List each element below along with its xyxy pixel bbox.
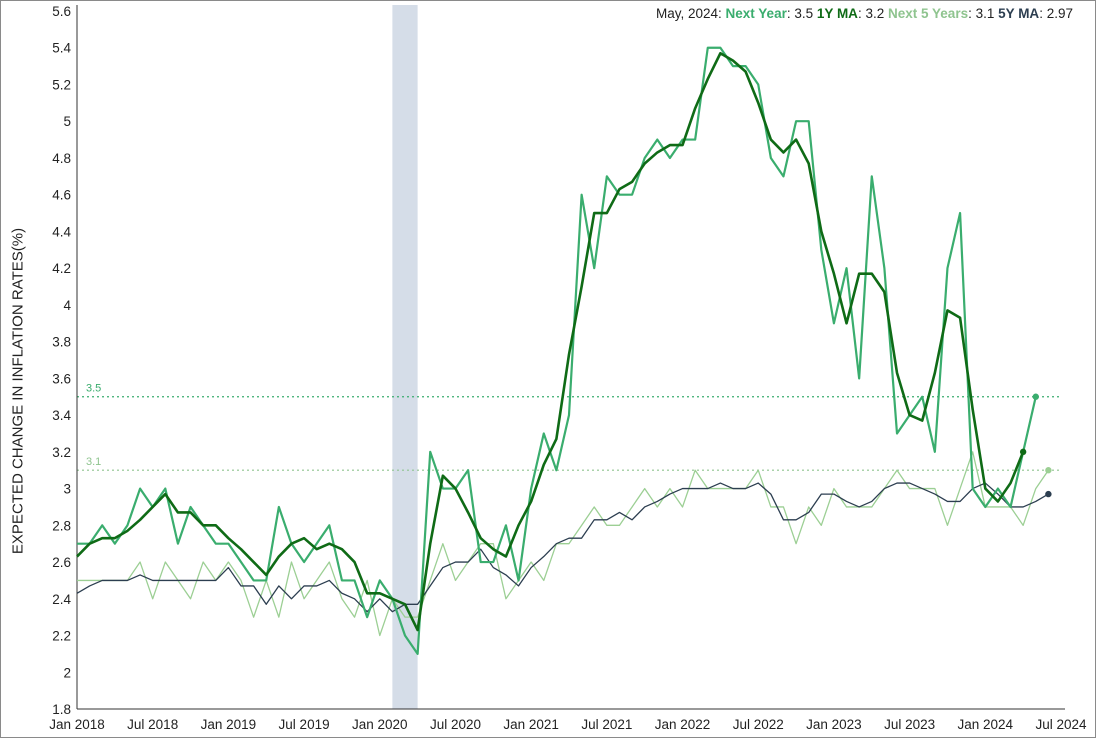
series-layer bbox=[76, 46, 1049, 655]
series-end-dot bbox=[1019, 448, 1027, 456]
readout-1y-ma-label: 1Y MA bbox=[816, 6, 858, 21]
x-tick-label: Jul 2018 bbox=[127, 717, 178, 732]
x-tick-label: Jul 2021 bbox=[581, 717, 632, 732]
recession-band bbox=[392, 5, 418, 709]
x-tick-label: Jan 2020 bbox=[352, 717, 408, 732]
series-line-5y-ma bbox=[76, 482, 1049, 613]
y-tick-label: 3.6 bbox=[52, 371, 71, 386]
x-tick-label: Jan 2018 bbox=[49, 717, 105, 732]
y-tick-label: 2.2 bbox=[52, 629, 71, 644]
x-tick-label: Jan 2019 bbox=[201, 717, 257, 732]
readout-next-year-label: Next Year bbox=[725, 6, 787, 21]
x-tick-label: Jul 2019 bbox=[279, 717, 330, 732]
reference-line-label: 3.1 bbox=[86, 456, 101, 468]
y-tick-label: 4.6 bbox=[52, 188, 71, 203]
reference-line-layer: 3.5 3.1 bbox=[77, 383, 1061, 471]
readout-date: May, 2024: bbox=[655, 6, 722, 21]
x-tick-label: Jul 2024 bbox=[1035, 717, 1087, 732]
x-tick-label: Jan 2024 bbox=[958, 717, 1014, 732]
x-tick-label: Jul 2023 bbox=[884, 717, 935, 732]
readout-5y-ma-label: 5Y MA bbox=[998, 6, 1040, 21]
readout-1y-ma-value: 3.2 bbox=[865, 6, 885, 21]
series-line-next-5-years bbox=[77, 451, 1049, 637]
series-end-dots bbox=[1019, 393, 1052, 498]
y-tick-label: 2.8 bbox=[52, 518, 71, 533]
y-tick-label: 1.8 bbox=[52, 702, 71, 717]
x-tick-label: Jul 2022 bbox=[733, 717, 784, 732]
reference-line-label: 3.5 bbox=[86, 383, 101, 395]
readout-next-5-years-value: 3.1 bbox=[975, 6, 995, 21]
y-tick-label: 5.2 bbox=[52, 77, 71, 92]
y-tick-label: 4.2 bbox=[52, 261, 71, 276]
readout-next-5-years-label: Next 5 Years bbox=[888, 6, 969, 21]
series-line-1y-ma bbox=[76, 51, 1025, 632]
x-tick-label: Jan 2023 bbox=[806, 717, 862, 732]
x-tick-label: Jan 2022 bbox=[655, 717, 711, 732]
y-tick-label: 5.4 bbox=[52, 41, 71, 56]
hover-readout: May, 2024: Next Year: 3.5 1Y MA: 3.2 Nex… bbox=[655, 6, 1073, 21]
axis-layer: 1.8 2 2.2 2.4 2.6 2.8 3 3.2 3.4 3.6 3.8 4 4.2 4.4 4.6 4… bbox=[49, 4, 1087, 732]
series-end-dot bbox=[1032, 393, 1039, 400]
y-tick-label: 3.2 bbox=[52, 445, 71, 460]
series-line-next-year bbox=[77, 46, 1037, 655]
readout-5y-ma-value: 2.97 bbox=[1046, 6, 1073, 21]
y-tick-label: 2 bbox=[63, 665, 71, 680]
y-tick-label: 5.6 bbox=[52, 4, 71, 19]
y-tick-label: 5 bbox=[63, 114, 71, 129]
x-tick-label: Jan 2021 bbox=[503, 717, 559, 732]
y-tick-label: 2.4 bbox=[52, 592, 71, 607]
series-end-dot bbox=[1045, 467, 1052, 474]
y-tick-label: 4 bbox=[63, 298, 71, 313]
y-tick-label: 3.8 bbox=[52, 335, 71, 350]
y-axis-label: EXPECTED CHANGE IN INFLATION RATES(%) bbox=[9, 227, 27, 555]
y-tick-label: 2.6 bbox=[52, 555, 71, 570]
readout-next-year-value: 3.5 bbox=[794, 6, 814, 21]
y-tick-label: 4.4 bbox=[52, 224, 71, 239]
series-end-dot bbox=[1045, 490, 1052, 498]
y-tick-label: 4.8 bbox=[52, 151, 71, 166]
y-tick-label: 3.4 bbox=[52, 408, 71, 423]
y-tick-label: 3 bbox=[63, 482, 71, 497]
shaded-band-layer bbox=[392, 5, 418, 709]
x-tick-label: Jul 2020 bbox=[430, 717, 481, 732]
